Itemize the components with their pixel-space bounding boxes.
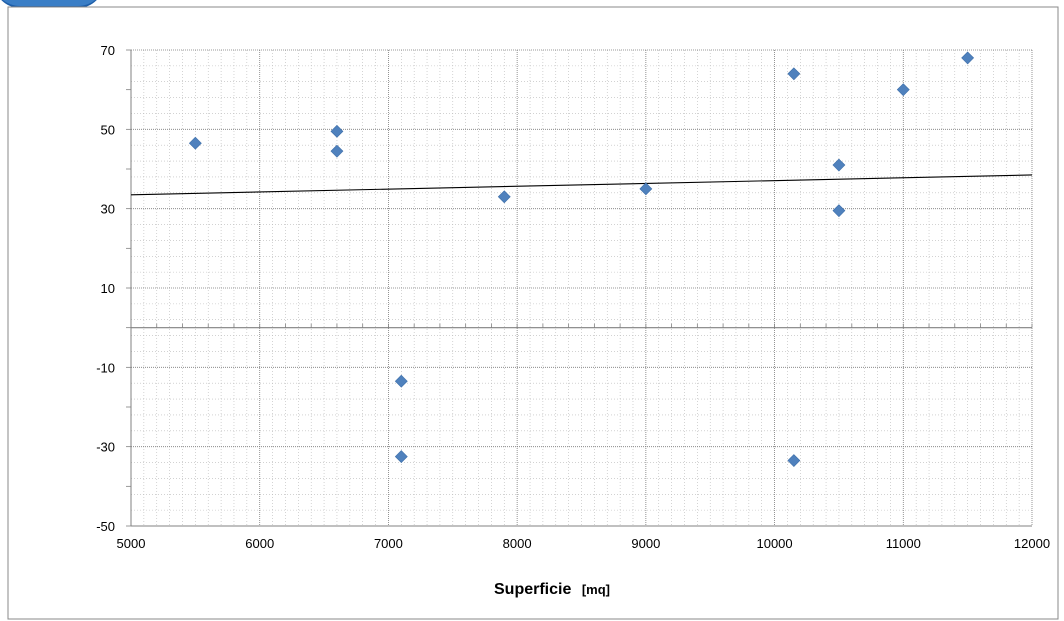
data-point <box>639 182 653 196</box>
major-grid <box>130 49 1033 527</box>
y-tick-labels: 70 50 30 10 -10 -30 -50 <box>96 43 115 534</box>
data-points <box>188 51 975 467</box>
y-tick-label: 10 <box>101 281 115 296</box>
data-point <box>330 124 344 138</box>
y-tick-label: 70 <box>101 43 115 58</box>
data-point <box>394 450 408 464</box>
y-tick-label: 50 <box>101 122 115 137</box>
x-tick-label: 5000 <box>117 536 146 551</box>
x-tick-label: 10000 <box>756 536 792 551</box>
data-point <box>961 51 975 65</box>
data-point <box>787 454 801 467</box>
x-tick-labels: 5000 6000 7000 8000 9000 10000 11000 12000 <box>117 536 1051 551</box>
y-tick-label: 30 <box>101 202 115 217</box>
x-tick-label: 12000 <box>1014 536 1050 551</box>
data-point <box>832 158 846 172</box>
data-point <box>896 83 910 97</box>
x-axis-title: Superficie [mq] <box>494 581 610 598</box>
x-tick-label: 9000 <box>631 536 660 551</box>
x-axis-title-unit: [mq] <box>582 582 610 597</box>
trendline-group <box>130 174 1033 196</box>
data-point <box>787 67 801 81</box>
x-tick-label: 7000 <box>374 536 403 551</box>
trendline <box>130 174 1033 196</box>
data-point <box>330 144 344 158</box>
x-tick-label: 11000 <box>886 536 921 551</box>
axes <box>126 49 1033 527</box>
y-tick-label: -10 <box>96 360 115 375</box>
x-axis-title-main: Superficie <box>494 581 571 598</box>
data-point <box>497 190 511 204</box>
data-point <box>394 374 408 388</box>
y-tick-label: -50 <box>96 519 115 534</box>
y-tick-label: -30 <box>96 440 115 455</box>
data-point <box>832 204 846 218</box>
chart-border <box>7 6 1059 620</box>
x-tick-label: 8000 <box>503 536 532 551</box>
x-tick-label: 6000 <box>245 536 274 551</box>
data-point <box>188 136 202 150</box>
